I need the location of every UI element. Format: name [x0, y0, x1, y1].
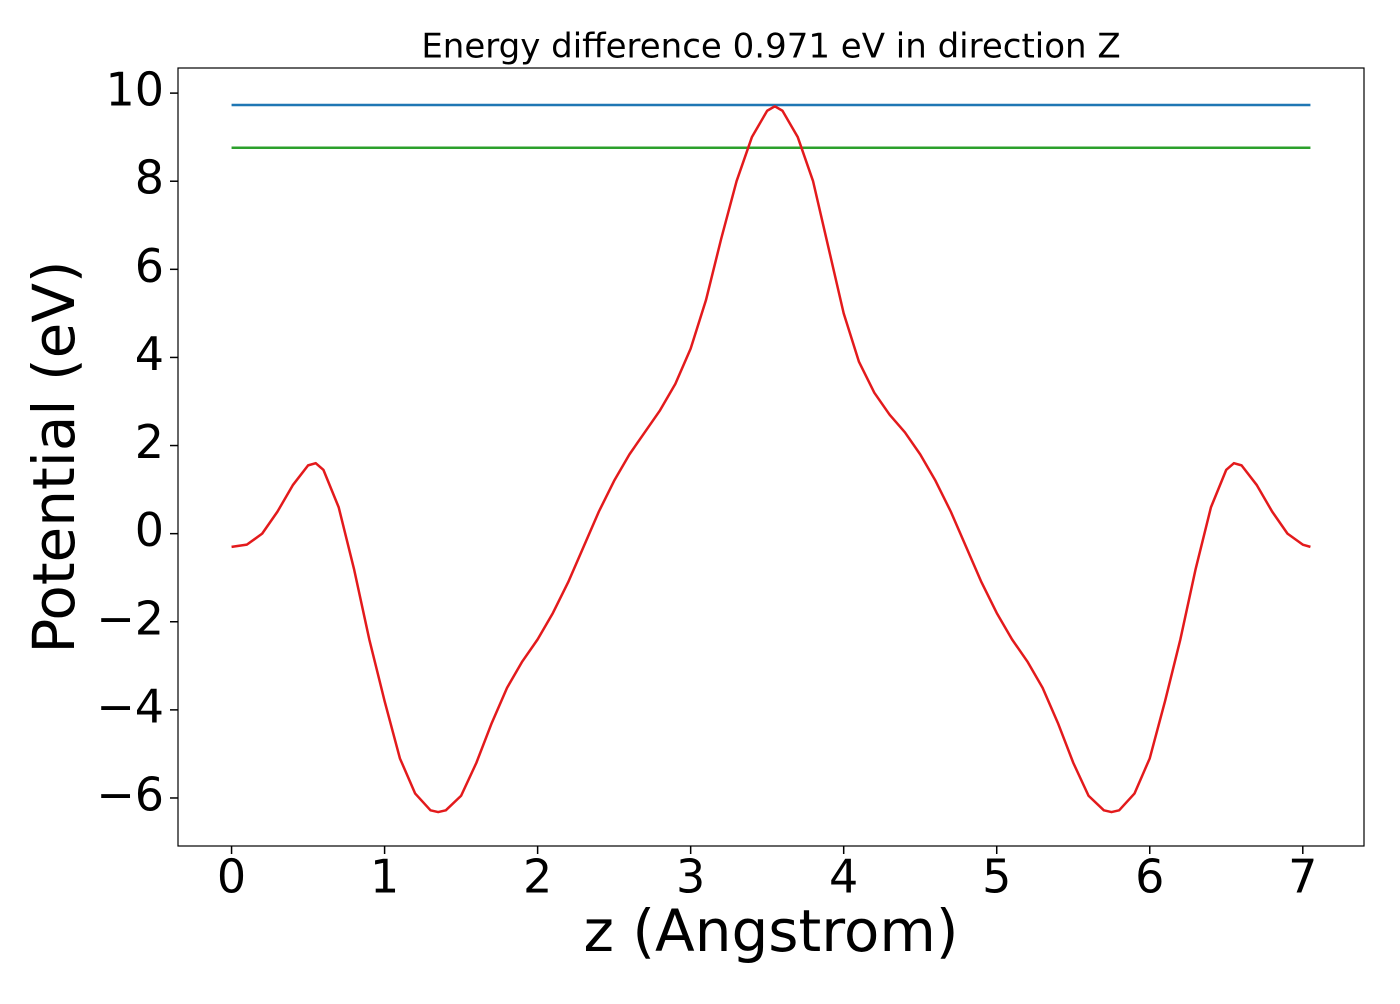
x-tick-label: 2	[523, 850, 552, 904]
y-tick-label: −2	[96, 591, 164, 645]
x-tick-label: 3	[676, 850, 705, 904]
y-axis-label: Potential (eV)	[20, 260, 88, 653]
y-tick-label: 8	[135, 151, 164, 205]
y-tick-label: 6	[135, 239, 164, 293]
x-tick-label: 7	[1288, 850, 1317, 904]
y-tick-label: −4	[96, 679, 164, 733]
plot-frame	[177, 67, 1365, 847]
x-tick-label: 0	[217, 850, 246, 904]
y-tick-label: −6	[96, 767, 164, 821]
y-tick-label: 0	[135, 503, 164, 557]
data-line	[231, 105, 1311, 814]
y-tick-label: 2	[135, 415, 164, 469]
chart-title: Energy difference 0.971 eV in direction …	[421, 27, 1120, 67]
x-axis-label: z (Angstrom)	[584, 897, 959, 965]
x-tick-label: 1	[370, 850, 399, 904]
x-tick-label: 4	[829, 850, 858, 904]
x-tick-label: 6	[1135, 850, 1164, 904]
y-tick-label: 4	[135, 327, 164, 381]
y-tick-label: 10	[105, 63, 164, 117]
x-tick-label: 5	[982, 850, 1011, 904]
